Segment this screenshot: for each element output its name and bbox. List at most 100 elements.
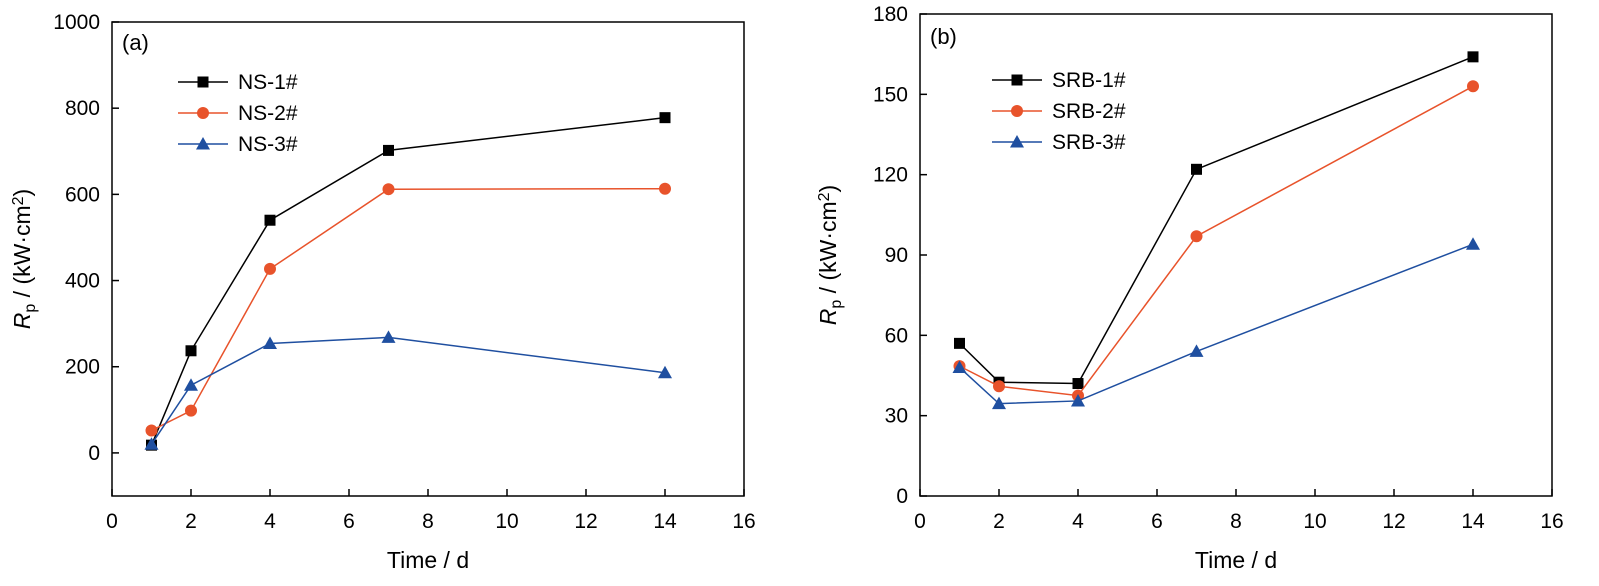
legend-entry: SRB-3#	[992, 131, 1126, 154]
x-tick-label: 16	[732, 510, 755, 533]
chart-panel-0: 0 2 4 6 8 10 12 14 16 0 200 400 600 800 1000 Time / d Rp…	[9, 11, 756, 573]
series-line	[959, 85, 1474, 397]
y-tick-label: 200	[65, 356, 100, 379]
y-tick-label: 0	[896, 485, 908, 508]
data-point	[952, 360, 967, 373]
panel-label: (b)	[930, 24, 957, 49]
data-point	[1467, 51, 1479, 63]
data-point	[144, 437, 159, 450]
plot-frame	[919, 13, 1553, 497]
x-axis-title: Time / d	[387, 547, 469, 573]
data-point	[383, 144, 394, 156]
data-point	[263, 336, 277, 349]
data-point	[1191, 163, 1202, 175]
x-tick-label: 10	[1303, 510, 1326, 533]
x-tick-label: 4	[1072, 510, 1084, 533]
data-point	[184, 378, 198, 391]
legend-entry: NS-3#	[178, 133, 298, 156]
y-tick-label: 600	[65, 183, 100, 206]
legend-label: NS-3#	[238, 133, 298, 156]
y-axis-unit: / (kW·cm	[9, 205, 35, 303]
legend-entry: SRB-1#	[992, 69, 1126, 92]
data-point	[659, 112, 671, 124]
data-point	[381, 330, 396, 343]
y-tick-label: 400	[65, 270, 100, 293]
data-point	[658, 365, 672, 379]
x-tick-label: 8	[422, 510, 434, 533]
y-axis-title: Rp / (kW·cm2)	[9, 189, 39, 329]
data-point	[145, 424, 158, 437]
series-SRB-1#	[954, 51, 1479, 390]
series-line	[958, 243, 1474, 405]
legend-entry: SRB-2#	[992, 100, 1126, 123]
series-NS-1#	[146, 112, 671, 451]
series-line	[150, 336, 666, 445]
series-NS-2#	[145, 182, 671, 437]
legend-marker	[1011, 74, 1023, 86]
y-tick-label: 30	[885, 405, 908, 428]
x-tick-label: 12	[1382, 510, 1405, 533]
y-tick-label: 0	[88, 442, 100, 465]
y-axis-symbol: R	[815, 309, 841, 326]
legend-label: NS-2#	[238, 102, 298, 125]
x-tick-label: 2	[993, 510, 1005, 533]
x-tick-label: 6	[343, 510, 355, 533]
x-tick-label: 16	[1540, 510, 1563, 533]
data-point	[382, 183, 395, 196]
legend-label: SRB-2#	[1052, 100, 1126, 123]
data-point	[659, 182, 671, 195]
x-tick-label: 6	[1151, 510, 1163, 533]
y-axis-unit-close: )	[815, 185, 841, 193]
y-tick-label: 180	[873, 3, 908, 26]
x-tick-label: 0	[106, 510, 118, 533]
data-point	[993, 380, 1005, 393]
series-SRB-2#	[953, 80, 1479, 402]
y-axis-unit-superscript: 2	[10, 196, 27, 205]
data-point	[1072, 378, 1084, 390]
y-tick-label: 1000	[53, 11, 100, 34]
x-tick-label: 14	[1461, 510, 1485, 533]
data-point	[1189, 344, 1204, 357]
data-point	[954, 337, 965, 349]
data-point	[1466, 237, 1480, 250]
y-axis-title: Rp / (kW·cm2)	[815, 185, 845, 325]
x-tick-label: 4	[264, 510, 276, 533]
legend-marker	[197, 76, 209, 88]
data-point	[1071, 393, 1085, 407]
y-tick-label: 120	[873, 164, 908, 187]
data-point	[264, 214, 276, 226]
data-point	[185, 404, 197, 417]
x-tick-label: 14	[653, 510, 677, 533]
legend-marker	[1010, 135, 1024, 148]
data-point	[992, 396, 1006, 410]
x-tick-label: 2	[185, 510, 197, 533]
y-axis-unit-superscript: 2	[816, 192, 833, 201]
legend-marker	[1011, 105, 1023, 117]
y-axis-unit: / (kW·cm	[815, 201, 841, 299]
series-line	[150, 116, 666, 446]
x-tick-label: 10	[495, 510, 518, 533]
data-point	[264, 262, 276, 275]
x-tick-label: 12	[574, 510, 597, 533]
series-line	[958, 56, 1474, 385]
y-tick-label: 150	[873, 83, 908, 106]
data-point	[185, 345, 197, 357]
legend-label: SRB-3#	[1052, 131, 1126, 154]
x-tick-label: 8	[1230, 510, 1242, 533]
series-line	[151, 188, 666, 432]
data-point	[1467, 80, 1479, 93]
plot-frame	[111, 21, 745, 497]
legend-marker	[196, 137, 210, 150]
y-axis-subscript: p	[828, 300, 845, 309]
y-tick-label: 60	[885, 324, 908, 347]
legend-label: NS-1#	[238, 71, 298, 94]
data-point	[1190, 230, 1203, 243]
x-axis-title: Time / d	[1195, 547, 1277, 573]
series-NS-3#	[144, 330, 672, 450]
y-tick-label: 800	[65, 97, 100, 120]
legend-entry: NS-1#	[178, 71, 298, 94]
chart-panel-1: 0 2 4 6 8 10 12 14 16 0 30 60 90 120 150 180 Time / d Rp …	[815, 3, 1564, 573]
legend-marker	[197, 107, 209, 119]
y-tick-label: 90	[885, 244, 908, 267]
